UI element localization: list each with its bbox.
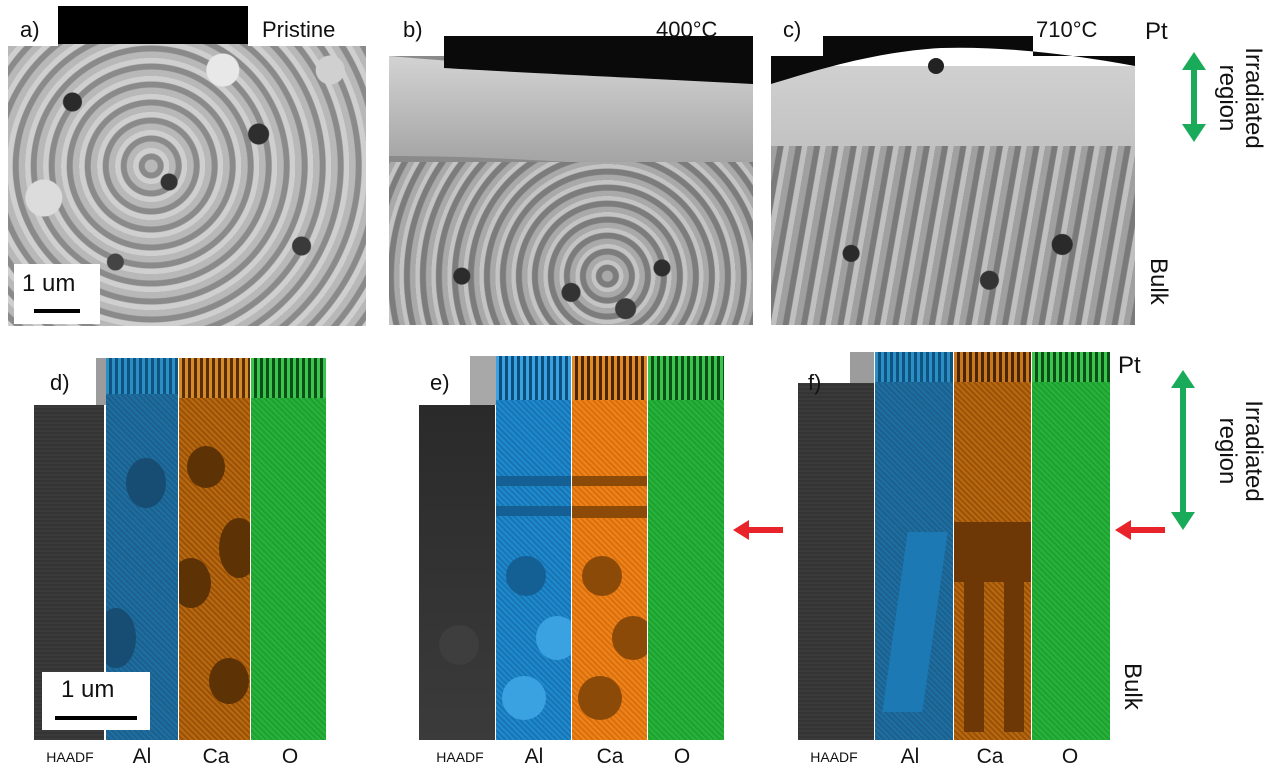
col-label-al-d: Al — [132, 745, 152, 768]
al-map-f — [875, 352, 953, 740]
side-label-pt-bottom: Pt — [1118, 352, 1141, 379]
haadf-map-f — [798, 383, 874, 740]
col-label-haadf-e: HAADF — [436, 749, 484, 765]
scale-bar-box-top — [14, 264, 100, 324]
col-label-ca-f: Ca — [976, 745, 1004, 768]
al-map-e — [496, 356, 571, 740]
tem-image-pristine: 1 um — [8, 6, 366, 326]
haadf-map-e — [419, 405, 495, 740]
ca-map-d — [179, 358, 250, 740]
al-map-d — [106, 358, 178, 740]
o-map-e — [648, 356, 724, 740]
double-arrow-green-bottom — [1171, 370, 1195, 530]
label-bg-temp-a — [248, 6, 366, 46]
panel-label-f: f) — [808, 370, 822, 395]
col-label-o-e: O — [673, 745, 691, 768]
bulk-region-c — [771, 146, 1135, 325]
pt-cap-d — [96, 358, 106, 405]
o-map-d — [251, 358, 326, 740]
panel-temperature-b: 400°C — [656, 17, 718, 42]
scale-bar-top — [34, 309, 80, 313]
ca-map-e — [572, 356, 647, 740]
side-label-pt-top: Pt — [1145, 18, 1168, 45]
col-label-o-d: O — [281, 745, 299, 768]
scale-bar-bottom — [55, 716, 137, 720]
side-label-bulk-top: Bulk — [1145, 258, 1172, 305]
side-label-irradiated-bottom: Irradiated region — [1214, 400, 1267, 502]
col-label-ca-d: Ca — [202, 745, 230, 768]
side-label-irradiated-top: Irradiated region — [1214, 47, 1267, 149]
panel-label-c: c) — [783, 17, 802, 42]
panel-label-b: b) — [403, 17, 423, 42]
col-label-ca-e: Ca — [596, 745, 624, 768]
bulk-region-b — [389, 162, 753, 325]
red-arrow-e — [733, 520, 783, 540]
col-label-al-f: Al — [900, 745, 920, 768]
red-arrow-f — [1115, 520, 1165, 540]
side-label-bulk-bottom: Bulk — [1119, 663, 1146, 710]
scale-bar-label-top: 1 um — [22, 270, 76, 297]
col-label-haadf-f: HAADF — [810, 749, 858, 765]
panel-label-d: d) — [50, 370, 70, 395]
pt-cap-a — [58, 6, 248, 44]
scale-bar-box-bottom — [42, 672, 150, 730]
double-arrow-green-top — [1182, 52, 1206, 142]
col-label-o-f: O — [1061, 745, 1079, 768]
scale-bar-label-bottom: 1 um — [61, 676, 115, 703]
panel-label-e: e) — [430, 370, 450, 395]
label-bg-a — [8, 6, 58, 46]
tem-image-400c — [389, 6, 753, 325]
ca-map-f — [954, 352, 1031, 740]
panel-temperature-a: Pristine — [262, 17, 336, 42]
o-map-f — [1032, 352, 1110, 740]
panel-label-a: a) — [20, 17, 40, 42]
col-label-al-e: Al — [524, 745, 544, 768]
col-label-haadf-d: HAADF — [46, 749, 94, 765]
tem-image-710c — [771, 6, 1135, 325]
pt-cap-e — [470, 356, 496, 405]
pt-cap-f — [850, 352, 874, 383]
panel-temperature-c: 710°C — [1036, 17, 1098, 42]
